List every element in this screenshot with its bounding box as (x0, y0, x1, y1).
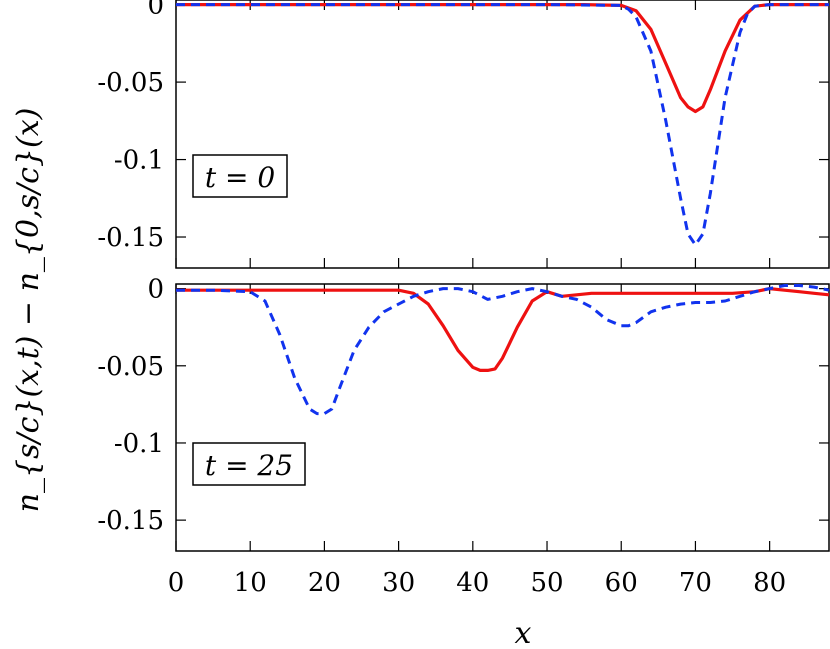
xtick-label-7: 70 (679, 568, 712, 598)
bottom-annotation-text: t = 25 (205, 449, 293, 482)
top-ytick-label-3: -0.15 (97, 223, 164, 253)
xtick-label-5: 50 (530, 568, 563, 598)
bottom-ytick-label-2: -0.1 (114, 429, 164, 459)
top-panel-frame (175, 0, 830, 269)
bottom-ytick-label-1: -0.05 (97, 352, 164, 382)
top-annotation-text: t = 0 (205, 161, 275, 194)
xtick-label-4: 40 (456, 568, 489, 598)
bottom-series-dashed-line (176, 284, 830, 416)
xtick-label-8: 80 (753, 568, 786, 598)
top-series-solid-line (176, 2, 829, 114)
top-series-dashed-line (176, 3, 829, 247)
bottom-series-solid-line (176, 287, 830, 372)
x-axis-label: x (515, 616, 532, 649)
top-ytick-label-1: -0.05 (97, 68, 164, 98)
xtick-label-1: 10 (234, 568, 267, 598)
top-annotation: t = 0 (192, 154, 288, 198)
top-ytick-label-0: 0 (147, 0, 164, 21)
bottom-ytick-label-3: -0.15 (97, 506, 164, 536)
top-ytick-label-2: -0.1 (114, 146, 164, 176)
xtick-label-2: 20 (308, 568, 341, 598)
xtick-label-0: 0 (168, 568, 185, 598)
y-axis-label: n_{s/c}(x,t) − n_{0,s/c}(x) (11, 108, 46, 513)
bottom-panel-frame (175, 283, 830, 552)
xtick-label-3: 30 (382, 568, 415, 598)
bottom-annotation: t = 25 (192, 442, 306, 486)
bottom-ytick-label-0: 0 (147, 275, 164, 305)
xtick-label-6: 60 (605, 568, 638, 598)
